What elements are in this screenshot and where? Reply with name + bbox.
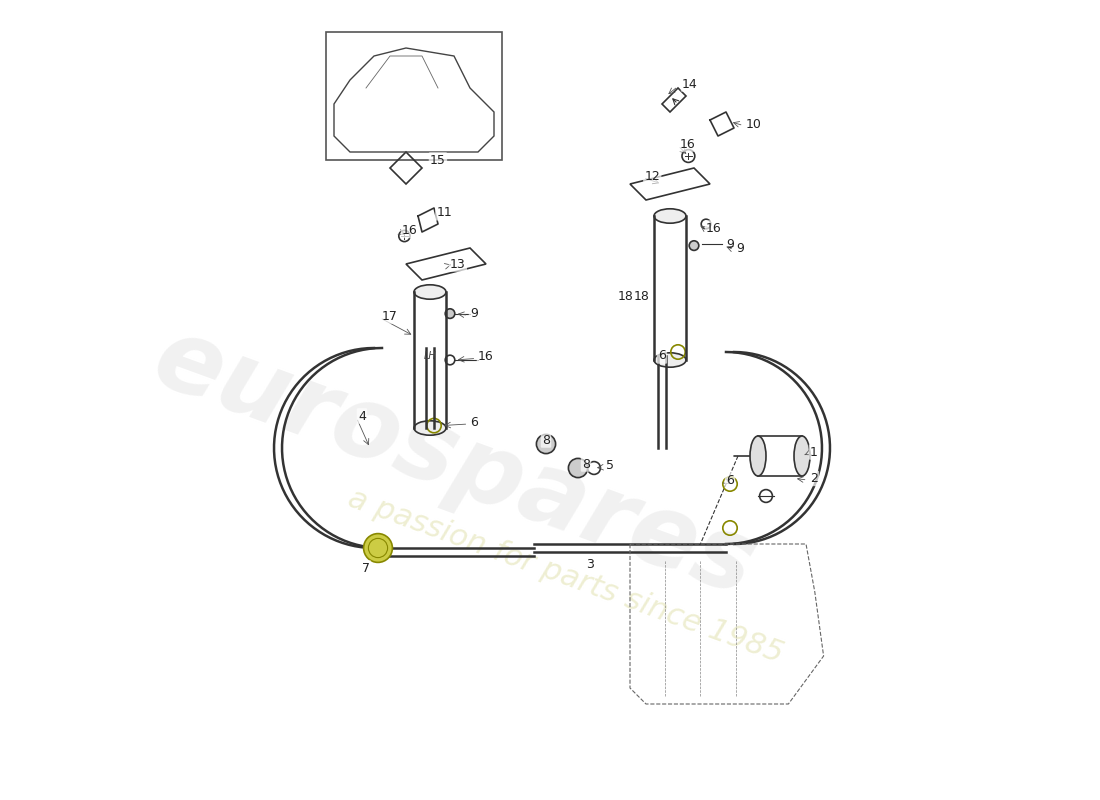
- Text: 16: 16: [478, 350, 494, 363]
- Text: 6: 6: [658, 350, 666, 362]
- Text: 12: 12: [645, 170, 660, 182]
- FancyBboxPatch shape: [326, 32, 502, 160]
- Ellipse shape: [654, 209, 686, 223]
- Text: 8: 8: [582, 458, 590, 470]
- Ellipse shape: [414, 285, 446, 299]
- Text: 13: 13: [450, 258, 465, 270]
- Text: 6: 6: [726, 474, 734, 486]
- Text: 18: 18: [634, 290, 649, 302]
- Text: 2: 2: [810, 472, 818, 485]
- Circle shape: [690, 241, 698, 250]
- Text: 15: 15: [430, 154, 446, 166]
- Text: 4: 4: [358, 410, 366, 422]
- Text: 16: 16: [402, 224, 418, 237]
- Text: LH: LH: [424, 351, 437, 361]
- Text: 5: 5: [606, 459, 614, 472]
- Ellipse shape: [794, 436, 810, 476]
- Text: 6: 6: [470, 416, 477, 429]
- Text: a passion for parts since 1985: a passion for parts since 1985: [344, 483, 788, 669]
- Text: 17: 17: [382, 310, 398, 322]
- Text: eurospares: eurospares: [140, 310, 768, 618]
- Text: 18: 18: [618, 290, 634, 302]
- Circle shape: [569, 458, 587, 478]
- Text: 3: 3: [586, 558, 594, 570]
- Text: 9: 9: [726, 238, 734, 250]
- Ellipse shape: [654, 353, 686, 367]
- Text: 16: 16: [680, 138, 695, 150]
- Ellipse shape: [750, 436, 766, 476]
- Text: 14: 14: [682, 78, 697, 90]
- Text: 8: 8: [542, 434, 550, 446]
- Ellipse shape: [414, 421, 446, 435]
- Text: 1: 1: [810, 446, 818, 458]
- Text: 9: 9: [470, 307, 477, 320]
- Text: 16: 16: [706, 222, 722, 234]
- Circle shape: [364, 534, 393, 562]
- Circle shape: [446, 309, 454, 318]
- Circle shape: [537, 434, 556, 454]
- Text: 7: 7: [362, 562, 370, 574]
- Text: 11: 11: [437, 206, 452, 219]
- Text: 10: 10: [746, 118, 762, 130]
- Text: 9: 9: [736, 242, 745, 254]
